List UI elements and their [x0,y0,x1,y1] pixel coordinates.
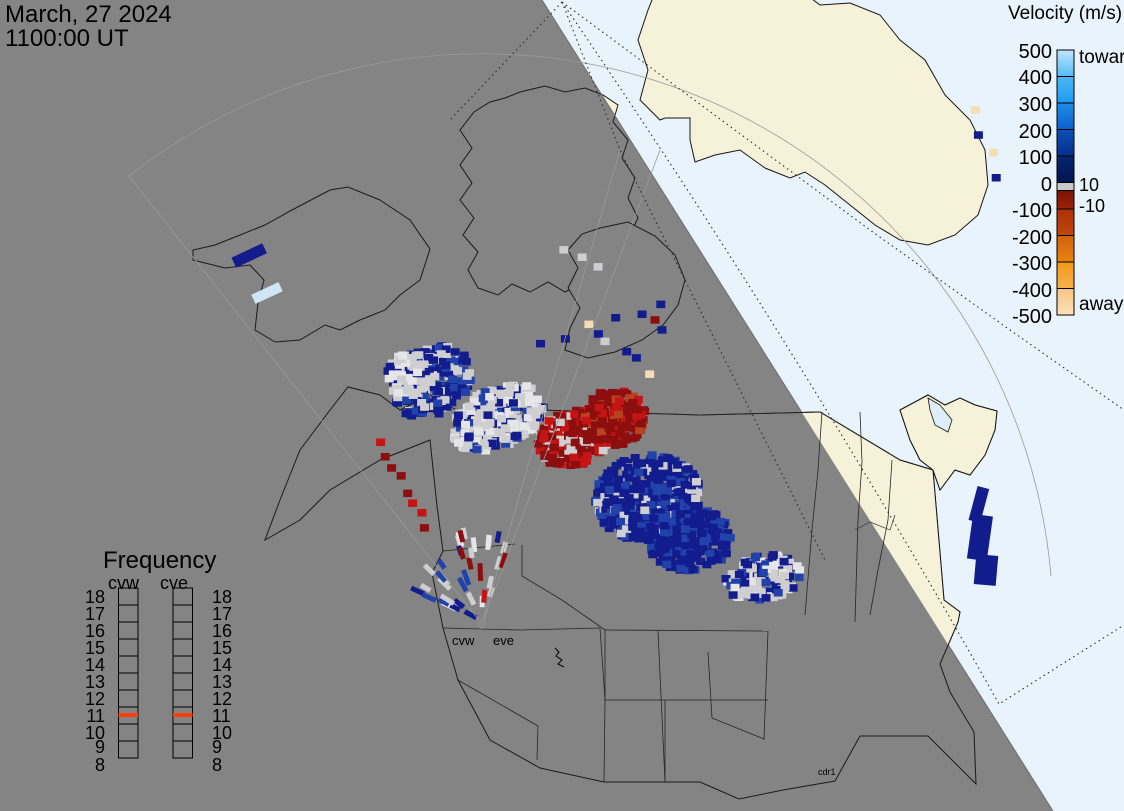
svg-text:cvw: cvw [108,573,140,593]
svg-text:10: 10 [1079,175,1099,195]
svg-text:March, 27 2024: March, 27 2024 [5,1,172,28]
svg-text:400: 400 [1019,67,1052,89]
svg-text:200: 200 [1019,121,1052,143]
svg-text:toward: toward [1079,47,1124,68]
svg-text:eve: eve [493,633,514,648]
svg-text:8: 8 [212,755,222,775]
svg-text:300: 300 [1019,94,1052,116]
svg-text:1100:00 UT: 1100:00 UT [5,25,129,52]
svg-text:-200: -200 [1012,227,1052,249]
svg-text:Velocity (m/s): Velocity (m/s) [1008,3,1122,24]
svg-text:cve: cve [160,573,188,593]
svg-text:Frequency: Frequency [103,547,216,574]
svg-text:away: away [1079,294,1124,315]
svg-text:8: 8 [95,755,105,775]
svg-text:9: 9 [212,737,222,757]
svg-text:-300: -300 [1012,253,1052,275]
svg-text:0: 0 [1041,174,1052,196]
svg-text:cdr1: cdr1 [818,767,836,777]
svg-text:500: 500 [1019,41,1052,63]
svg-text:100: 100 [1019,147,1052,169]
svg-text:-500: -500 [1012,306,1052,328]
svg-text:-10: -10 [1079,196,1105,216]
svg-text:-100: -100 [1012,200,1052,222]
svg-text:cvw: cvw [452,633,475,648]
svg-text:-400: -400 [1012,280,1052,302]
svg-text:9: 9 [95,737,105,757]
